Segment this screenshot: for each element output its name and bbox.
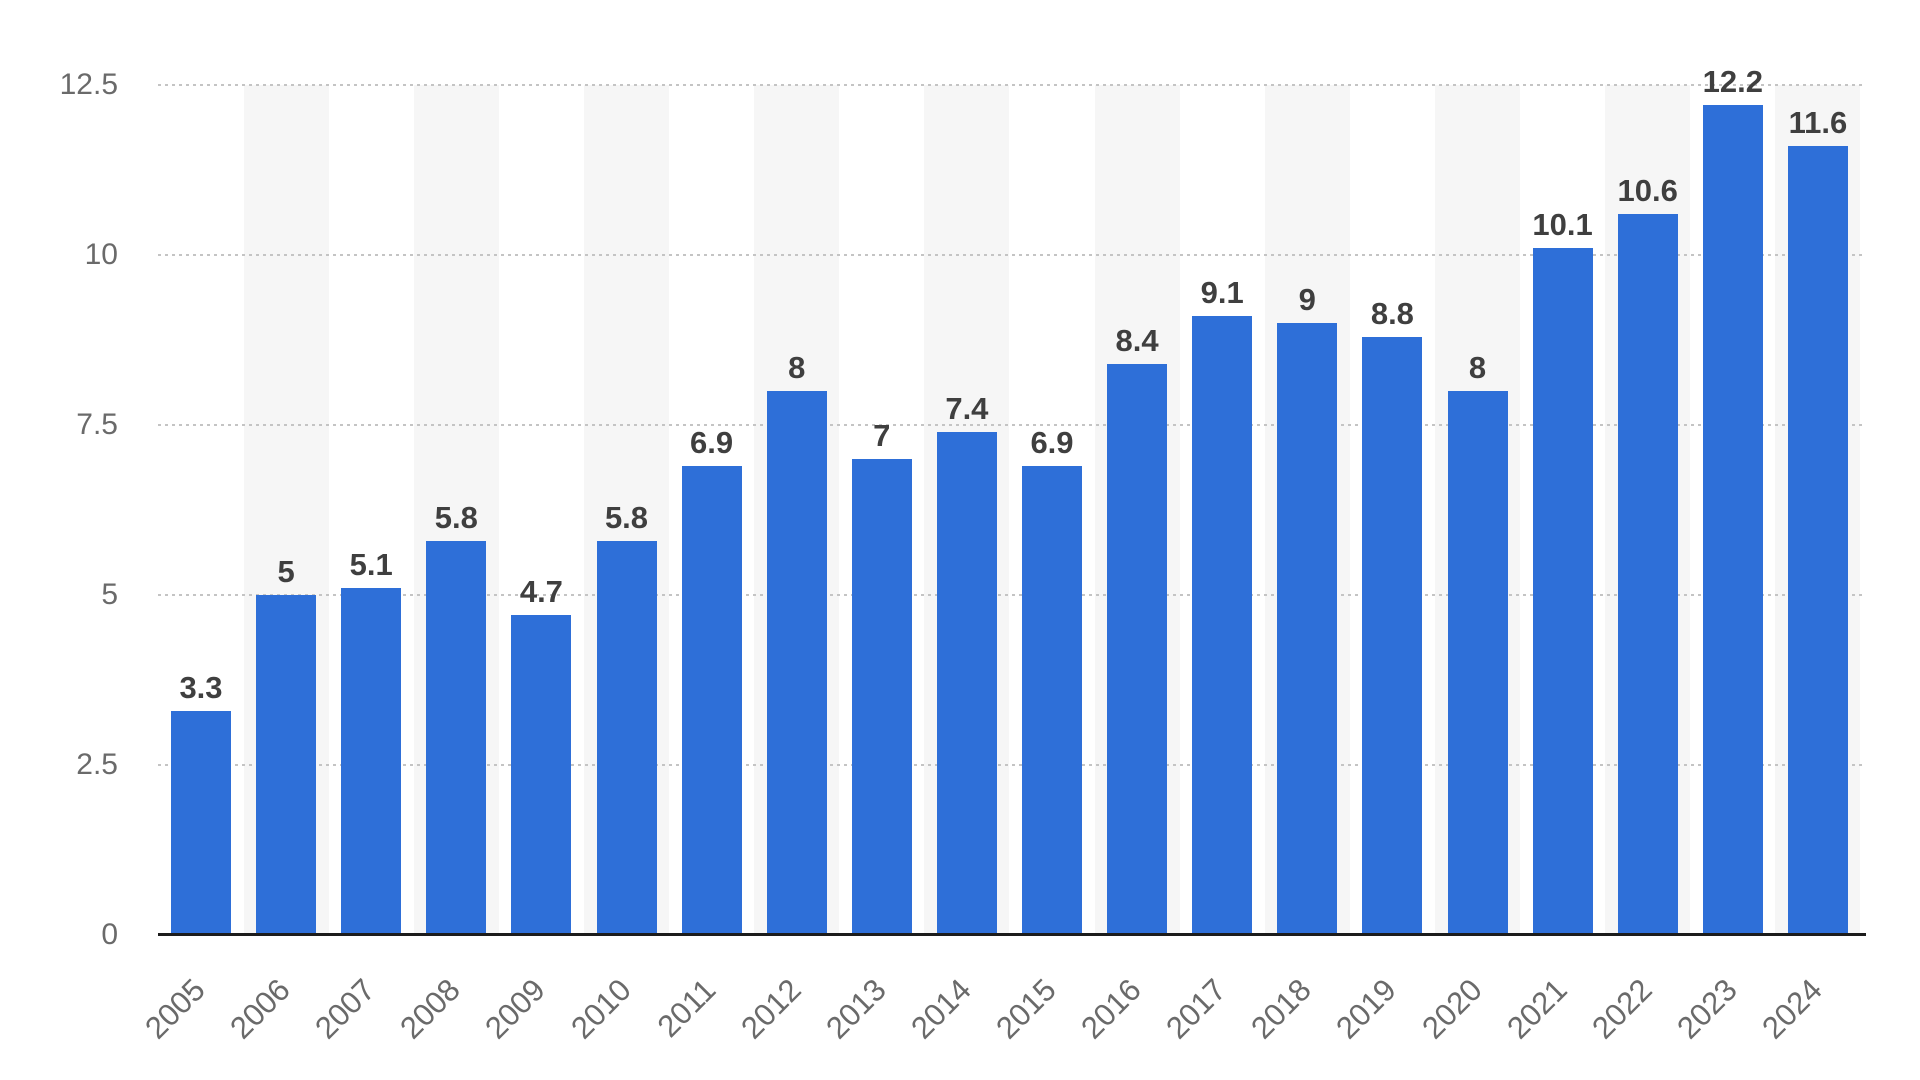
bar-2008	[426, 540, 487, 934]
x-axis-tick-label: 2013	[819, 972, 893, 1046]
y-axis-tick-label: 7.5	[76, 408, 118, 441]
x-axis-tick-label: 2007	[308, 972, 382, 1046]
bar-value-label: 7.4	[945, 390, 989, 426]
gridline	[158, 594, 1862, 596]
y-axis-tick-label: 10	[84, 238, 118, 271]
bar-value-label: 8	[1468, 350, 1487, 385]
x-axis-tick-label: 2023	[1670, 972, 1744, 1046]
bar-value-label: 11.6	[1788, 105, 1848, 141]
x-axis-tick-label: 2016	[1074, 972, 1148, 1046]
x-axis-tick-label: 2011	[650, 972, 723, 1044]
y-axis-tick-label: 5	[101, 578, 118, 611]
bar-value-label: 10.1	[1532, 207, 1593, 243]
bar-2012	[766, 391, 827, 934]
x-axis-tick-label: 2019	[1329, 972, 1404, 1046]
bar-value-label: 8.8	[1370, 295, 1414, 331]
bar-2013	[851, 459, 912, 934]
bar-2018	[1277, 323, 1338, 934]
y-axis-tick-label: 12.5	[59, 68, 118, 101]
bar-2022	[1617, 214, 1678, 934]
bar-2011	[681, 465, 742, 934]
x-axis-tick-label: 2009	[478, 972, 553, 1046]
gridline	[158, 424, 1862, 426]
bar-2023	[1702, 105, 1763, 934]
bar-value-label: 3.3	[179, 669, 223, 705]
gridline	[158, 84, 1862, 86]
bar-2007	[341, 588, 402, 934]
bar-value-label: 8	[788, 350, 806, 385]
bar-value-label: 12.2	[1702, 64, 1763, 100]
x-axis-tick-label: 2006	[223, 972, 297, 1046]
x-axis-tick-label: 2017	[1159, 972, 1233, 1046]
bar-2019	[1362, 336, 1423, 934]
y-axis-tick-label: 2.5	[76, 748, 118, 781]
bar-2016	[1107, 363, 1168, 934]
bar-2017	[1192, 316, 1253, 934]
x-axis-line	[158, 933, 1866, 936]
x-axis-tick-label: 2005	[138, 972, 212, 1046]
bar-value-label: 5.8	[604, 499, 649, 535]
bar-value-label: 8.4	[1115, 322, 1159, 358]
bar-value-label: 7	[873, 418, 891, 453]
bar-value-label: 10.6	[1617, 173, 1678, 209]
bar-value-label: 4.7	[519, 574, 563, 610]
bar-value-label: 5.8	[434, 499, 478, 535]
bar-value-label: 6.9	[1030, 424, 1074, 460]
x-axis-tick-label: 2022	[1584, 972, 1659, 1046]
x-axis-tick-label: 2018	[1244, 972, 1319, 1046]
bar-2009	[511, 615, 572, 934]
x-axis-tick-label: 2014	[904, 972, 978, 1046]
x-axis-tick-label: 2012	[733, 972, 808, 1046]
x-axis-tick-label: 2010	[563, 972, 638, 1046]
bar-value-label: 5.1	[349, 547, 393, 583]
bar-value-label: 6.9	[690, 424, 734, 460]
gridline	[158, 254, 1862, 256]
bar-2005	[171, 710, 231, 934]
gridline	[158, 764, 1862, 766]
x-axis-tick-label: 2015	[989, 972, 1063, 1046]
x-axis-tick-label: 2024	[1755, 972, 1829, 1046]
bar-value-label: 9	[1298, 282, 1316, 317]
x-axis-tick-label: 2020	[1414, 972, 1489, 1046]
bar-2020	[1447, 391, 1508, 934]
bar-2006	[256, 595, 317, 934]
bar-2014	[936, 431, 997, 934]
bar-2015	[1022, 465, 1082, 934]
y-axis-tick-label: 0	[101, 918, 118, 951]
x-axis-tick-label: 2008	[393, 972, 468, 1046]
bar-2010	[596, 540, 657, 934]
bar-2024	[1787, 146, 1848, 934]
bar-value-label: 9.1	[1200, 275, 1244, 311]
bar-2021	[1532, 248, 1593, 934]
x-axis-tick-label: 2021	[1499, 972, 1574, 1046]
bar-value-label: 5	[277, 554, 295, 589]
